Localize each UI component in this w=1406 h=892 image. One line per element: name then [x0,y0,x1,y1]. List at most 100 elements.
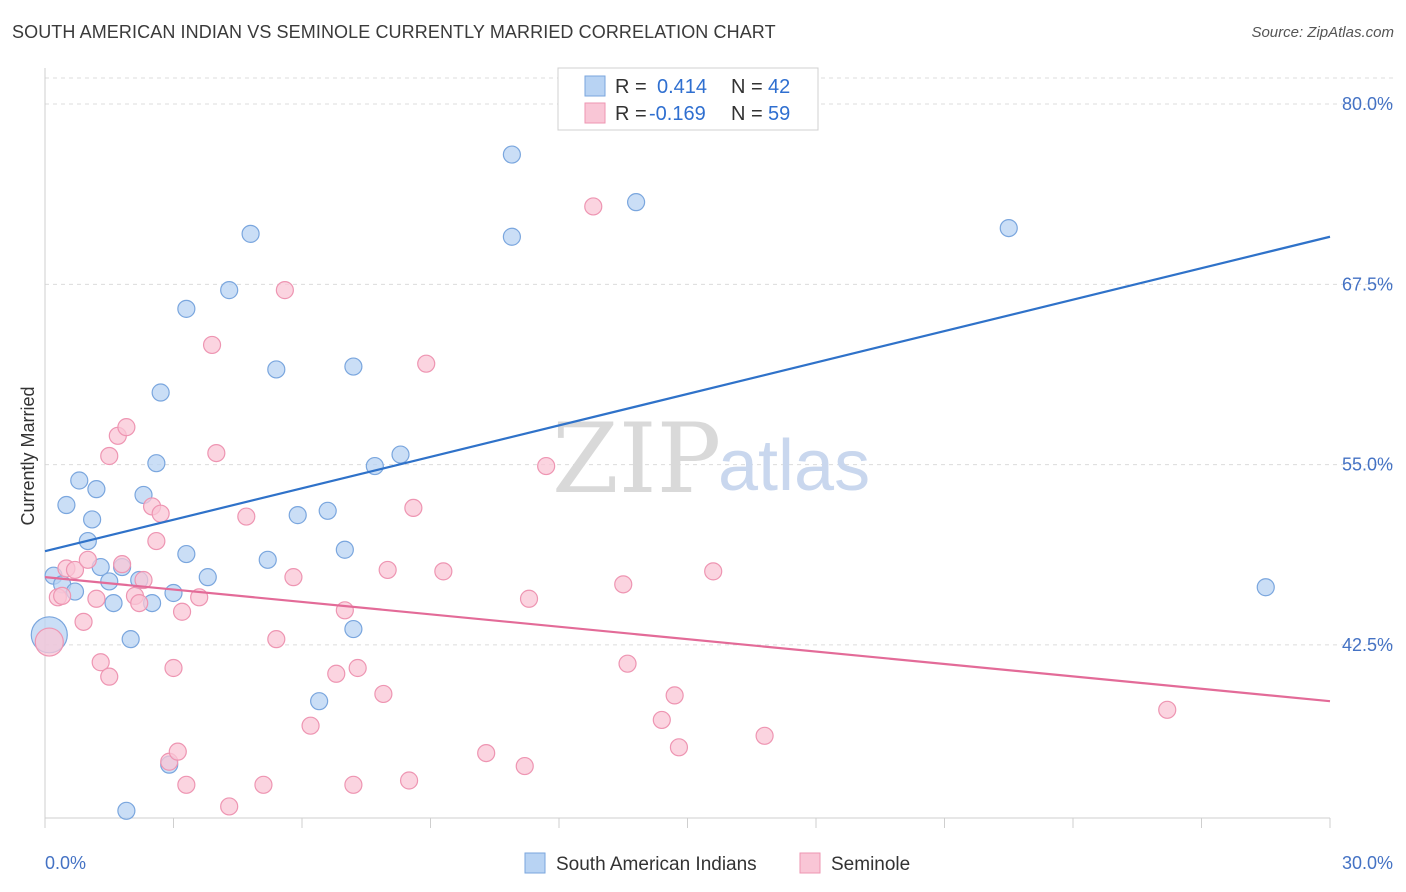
south-american-indian-point [502,145,521,164]
seminole-point [704,562,723,581]
seminole-point [74,612,93,631]
seminole-point [112,555,132,574]
south-american-indian-point [70,471,89,490]
seminole-point [755,726,774,745]
south-american-indian-point [241,224,260,243]
seminole-point [65,560,85,580]
legend-n-label-2: N = [731,103,763,125]
south-american-indian-point [104,593,123,613]
seminole-point [618,654,637,673]
seminole-point [652,710,671,730]
south-american-indian-point [177,544,196,564]
legend-n-value-1: 42 [768,76,790,98]
y-tick-labels: 42.5% 55.0% 67.5% 80.0% [1342,94,1393,655]
legend-swatch-pink [584,102,606,124]
seminole-point [100,446,119,466]
legend-swatch-blue [584,75,606,97]
south-american-indian-point [220,281,239,300]
south-american-indian-point [344,357,363,376]
south-american-indian-point [502,227,521,246]
seminole-point [207,443,226,463]
trend-line-south-american-indians [44,235,1331,553]
seminole-point [254,775,273,794]
south-american-indian-point [121,630,140,649]
seminole-point [665,686,684,705]
seminole-point [404,498,423,518]
seminole-point [177,775,196,794]
seminole-point [130,593,149,613]
south-american-indian-point [198,568,217,587]
y-axis-title: Currently Married [18,386,38,525]
y-tick-label: 55.0% [1342,455,1393,475]
south-american-indian-point [344,619,363,639]
south-american-indian-point [151,383,170,402]
seminole-point [78,550,97,569]
gridlines [45,77,1393,646]
bottom-legend-label-2: Seminole [831,854,910,875]
seminole-point [202,335,222,355]
seminole-point [151,504,170,523]
south-american-indian-point [258,550,277,569]
seminole-point [34,627,64,657]
y-tick-label: 80.0% [1342,94,1393,114]
legend-r-label-1: R = [615,76,647,98]
seminole-point [301,716,320,735]
seminole-point [537,456,556,476]
legend-r-value-2: -0.169 [649,103,706,125]
seminole-point [584,197,603,216]
seminole-point [117,418,136,437]
seminole-point [172,602,192,621]
seminole-point [91,653,110,672]
seminole-point [164,658,183,678]
trend-lines [44,235,1331,703]
seminole-point [515,756,534,776]
legend-r-value-1: 0.414 [657,76,707,98]
seminole-point [399,771,419,790]
seminole-point [220,797,239,816]
seminole-point [519,589,539,608]
seminole-point [335,601,354,620]
south-american-indian-point [310,692,329,711]
bottom-legend-swatch-pink [799,852,821,874]
series-seminole [34,197,1177,816]
south-american-indian-point [83,510,102,529]
seminole-point [477,743,496,763]
south-american-indian-point [1256,578,1275,597]
seminole-point [374,684,393,704]
bottom-legend-label-1: South American Indians [556,854,757,875]
south-american-indian-point [100,572,119,591]
seminole-point [1158,700,1177,719]
seminole-point [417,354,436,373]
south-american-indian-point [318,501,337,520]
seminole-point [237,507,256,526]
seminole-point [434,562,453,581]
bottom-legend-swatch-blue [524,852,546,874]
south-american-indian-point [288,506,307,525]
seminole-point [344,775,363,794]
seminole-point [669,738,689,757]
seminole-point [100,667,119,686]
watermark: ZIP atlas [552,403,870,515]
south-american-indian-point [391,445,410,464]
seminole-point [614,575,633,594]
seminole-point [53,586,72,605]
trend-line-seminole [44,576,1331,703]
seminole-point [275,281,294,300]
south-american-indian-point [164,583,183,603]
x-ticks [44,818,1331,828]
south-american-indian-point [147,454,166,473]
seminole-point [134,570,153,590]
seminole-point [87,589,106,608]
south-american-indian-point [626,193,646,212]
y-tick-label: 67.5% [1342,274,1393,294]
chart-title: SOUTH AMERICAN INDIAN VS SEMINOLE CURREN… [12,22,776,42]
seminole-point [147,531,166,551]
south-american-indian-point [57,495,76,515]
legend: R = 0.414 N = 42 R = -0.169 N = 59 [557,67,819,131]
south-american-indian-point [117,801,136,820]
seminole-point [267,630,286,649]
x-tick-label-min: 0.0% [45,853,86,873]
watermark-zip: ZIP [552,403,721,515]
seminole-point [327,664,346,683]
